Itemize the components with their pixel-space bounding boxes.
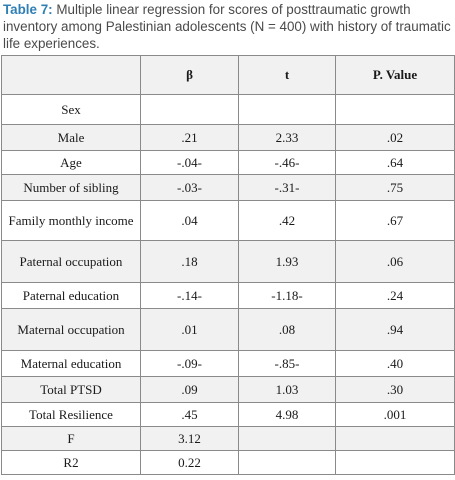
cell-beta: -.04- xyxy=(140,150,239,175)
cell-beta: .21 xyxy=(140,124,239,151)
cell-variable: Paternal education xyxy=(1,282,141,309)
cell-variable: Family monthly income xyxy=(1,200,141,241)
cell-variable: R2 xyxy=(1,450,141,475)
cell-beta: -.14- xyxy=(140,282,239,309)
cell-variable: Sex xyxy=(1,94,141,125)
table-row: Total PTSD .09 1.03 .30 xyxy=(1,376,455,403)
cell-p-value: .67 xyxy=(335,200,455,241)
table-row: F 3.12 xyxy=(1,426,455,451)
table-caption: Table 7: Multiple linear regression for … xyxy=(3,1,453,52)
cell-variable: Number of sibling xyxy=(1,174,141,201)
table-caption-label: Table 7: xyxy=(3,2,53,17)
table-row: Number of sibling -.03- -.31- .75 xyxy=(1,174,455,201)
cell-t: -.85- xyxy=(238,350,336,377)
table-row: Family monthly income .04 .42 .67 xyxy=(1,200,455,241)
cell-beta: 3.12 xyxy=(140,426,239,451)
cell-p-value xyxy=(335,450,455,475)
cell-t: 1.93 xyxy=(238,240,336,283)
cell-p-value: .24 xyxy=(335,282,455,309)
table-row: Male .21 2.33 .02 xyxy=(1,124,455,151)
cell-variable: Age xyxy=(1,150,141,175)
cell-beta: -.09- xyxy=(140,350,239,377)
cell-variable: Total PTSD xyxy=(1,376,141,403)
cell-p-value xyxy=(335,94,455,125)
cell-t xyxy=(238,450,336,475)
cell-variable: Maternal occupation xyxy=(1,308,141,351)
cell-beta: .45 xyxy=(140,402,239,427)
cell-t: .08 xyxy=(238,308,336,351)
cell-p-value: .30 xyxy=(335,376,455,403)
cell-p-value: .001 xyxy=(335,402,455,427)
regression-table: β t P. Value Sex Male .21 2.33 .02 Age -… xyxy=(1,55,455,475)
cell-t: 4.98 xyxy=(238,402,336,427)
cell-beta: .01 xyxy=(140,308,239,351)
cell-beta: .04 xyxy=(140,200,239,241)
cell-p-value: .02 xyxy=(335,124,455,151)
cell-t: -.46- xyxy=(238,150,336,175)
table-row: Paternal education -.14- -1.18- .24 xyxy=(1,282,455,309)
cell-variable: Total Resilience xyxy=(1,402,141,427)
table-row: Age -.04- -.46- .64 xyxy=(1,150,455,175)
cell-variable: F xyxy=(1,426,141,451)
cell-variable: Maternal education xyxy=(1,350,141,377)
cell-beta xyxy=(140,94,239,125)
cell-beta: .18 xyxy=(140,240,239,283)
cell-t: 2.33 xyxy=(238,124,336,151)
table-row: Paternal occupation .18 1.93 .06 xyxy=(1,240,455,283)
cell-p-value: .40 xyxy=(335,350,455,377)
header-t: t xyxy=(238,55,336,95)
cell-t xyxy=(238,426,336,451)
cell-p-value: .06 xyxy=(335,240,455,283)
cell-p-value xyxy=(335,426,455,451)
table-row: Total Resilience .45 4.98 .001 xyxy=(1,402,455,427)
cell-t: -1.18- xyxy=(238,282,336,309)
table-row: R2 0.22 xyxy=(1,450,455,475)
table-header-row: β t P. Value xyxy=(1,55,455,95)
cell-p-value: .64 xyxy=(335,150,455,175)
cell-variable: Male xyxy=(1,124,141,151)
header-beta: β xyxy=(140,55,239,95)
cell-beta: .09 xyxy=(140,376,239,403)
header-variable xyxy=(1,55,141,95)
table-row: Maternal occupation .01 .08 .94 xyxy=(1,308,455,351)
table-caption-text: Multiple linear regression for scores of… xyxy=(3,2,451,51)
cell-t: -.31- xyxy=(238,174,336,201)
cell-t: 1.03 xyxy=(238,376,336,403)
cell-t xyxy=(238,94,336,125)
cell-beta: 0.22 xyxy=(140,450,239,475)
cell-variable: Paternal occupation xyxy=(1,240,141,283)
cell-t: .42 xyxy=(238,200,336,241)
header-p-value: P. Value xyxy=(335,55,455,95)
cell-beta: -.03- xyxy=(140,174,239,201)
table-row: Maternal education -.09- -.85- .40 xyxy=(1,350,455,377)
table-row: Sex xyxy=(1,94,455,125)
cell-p-value: .75 xyxy=(335,174,455,201)
cell-p-value: .94 xyxy=(335,308,455,351)
